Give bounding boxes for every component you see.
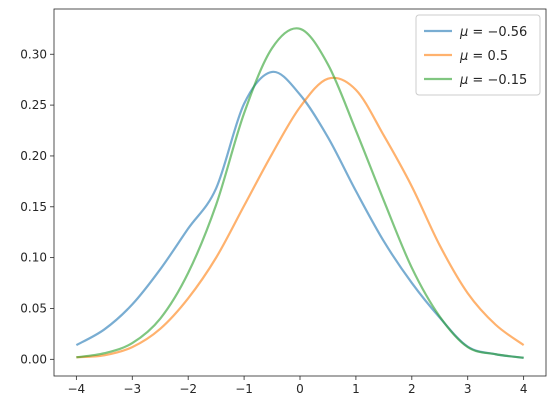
x-tick-label: −2 (179, 382, 197, 396)
legend-label: μ = −0.56 (459, 25, 527, 40)
y-tick-label: 0.25 (20, 98, 47, 112)
x-axis: −4 −3 −2 −1 0 1 2 3 4 (68, 376, 528, 396)
x-tick-label: −1 (235, 382, 253, 396)
y-axis: 0.00 0.05 0.10 0.15 0.20 0.25 0.30 (20, 47, 54, 366)
x-tick-label: −4 (68, 382, 86, 396)
x-tick-label: 4 (520, 382, 528, 396)
y-tick-label: 0.30 (20, 47, 47, 61)
y-tick-label: 0.00 (20, 352, 47, 366)
x-tick-label: 2 (408, 382, 416, 396)
y-tick-label: 0.05 (20, 301, 47, 315)
x-tick-label: 1 (352, 382, 360, 396)
series-layer (75, 27, 525, 359)
y-tick-label: 0.15 (20, 200, 47, 214)
series-line-2 (76, 76, 525, 359)
x-tick-label: 0 (296, 382, 304, 396)
legend-label: μ = 0.5 (459, 49, 508, 64)
legend-box (415, 14, 541, 96)
y-tick-label: 0.20 (20, 149, 47, 163)
legend: μ = −0.56 μ = 0.5 μ = −0.15 (415, 14, 541, 96)
legend-label: μ = −0.15 (459, 73, 527, 88)
x-tick-label: −3 (123, 382, 141, 396)
x-tick-label: 3 (464, 382, 472, 396)
y-tick-label: 0.10 (20, 251, 47, 265)
series-line-3 (76, 27, 524, 359)
